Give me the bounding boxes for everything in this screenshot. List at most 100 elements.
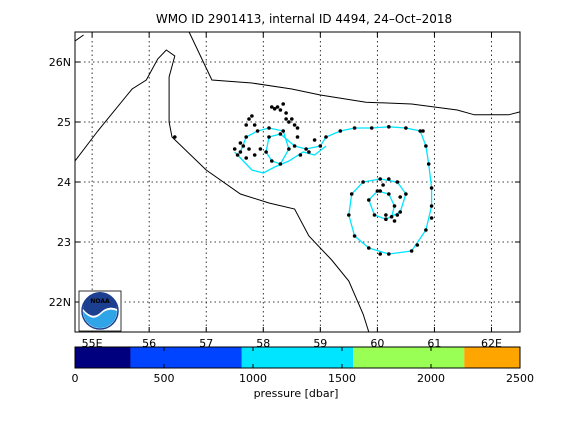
profile-point [270, 105, 274, 109]
profile-point [278, 108, 283, 112]
colorbar-tick-label: 500 [154, 372, 175, 385]
profile-point [381, 183, 385, 187]
coastline-segment [75, 49, 370, 332]
colorbar-band [353, 347, 465, 368]
y-tick-label: 22N [49, 296, 71, 309]
profile-point [235, 153, 240, 157]
track-line [234, 145, 327, 174]
colorbar-frame [74, 346, 521, 369]
profile-point [424, 144, 428, 148]
profile-point [281, 102, 286, 106]
profile-point [347, 213, 351, 217]
colorbar-tick-label: 1500 [328, 372, 356, 385]
colorbar-tick-label: 1000 [239, 372, 267, 385]
profile-point [384, 213, 388, 217]
profile-point [241, 144, 246, 148]
profile-point [392, 204, 397, 208]
profile-point [424, 228, 428, 232]
logo-top-half [83, 292, 117, 316]
profile-point [287, 120, 291, 124]
profile-point [387, 177, 391, 181]
profile-point [238, 141, 243, 145]
profile-point [387, 192, 391, 196]
profile-point [367, 246, 371, 250]
profile-point [421, 129, 425, 133]
profile-point [429, 216, 434, 220]
profile-point [238, 150, 243, 154]
profile-point [395, 180, 400, 184]
coastline-segment [188, 32, 520, 116]
profile-point [372, 213, 377, 217]
coastline-segment [75, 34, 84, 42]
noaa-logo: NOAA [78, 290, 122, 332]
colorbar: 0 500 1000 1500 2000 2500 [72, 346, 534, 385]
profile-point [338, 129, 343, 133]
profile-point [375, 189, 380, 193]
profile-point [404, 126, 408, 130]
colorbar-label: pressure [dbar] [254, 387, 339, 400]
profile-point [244, 156, 248, 160]
colorbar-tick-label: 2500 [506, 372, 534, 385]
logo-bottom-half [83, 309, 117, 328]
colorbar-tick-label: 0 [72, 372, 79, 385]
logo-text: NOAA [90, 298, 110, 305]
profile-point [318, 144, 323, 148]
profile-point [387, 252, 391, 256]
profile-point [398, 195, 403, 199]
profile-point [361, 180, 365, 184]
profile-point [304, 147, 308, 151]
profile-point [367, 198, 371, 202]
profile-point [272, 107, 277, 111]
profile-point [378, 177, 383, 181]
colorbar-band [464, 347, 520, 368]
profile-point [415, 243, 420, 247]
coastline [75, 32, 520, 332]
profile-point [284, 117, 288, 121]
profile-point [292, 144, 297, 148]
profile-point [429, 204, 434, 208]
profile-point [418, 129, 423, 133]
profile-point [232, 147, 237, 151]
profile-point [287, 147, 291, 151]
profile-point [250, 114, 254, 118]
profile-point [267, 126, 271, 130]
profile-point [378, 189, 383, 193]
profile-point [255, 129, 260, 133]
profile-point [295, 126, 300, 130]
profile-point [247, 147, 251, 151]
profile-point [252, 153, 257, 157]
profile-point [369, 126, 374, 130]
profile-point [281, 129, 286, 133]
y-tick-label: 24 [57, 176, 71, 189]
chart-title: WMO ID 2901413, internal ID 4494, 24–Oct… [156, 12, 452, 26]
y-tick-label: 26N [49, 56, 71, 69]
profile-point [290, 117, 294, 121]
profile-point [278, 162, 283, 166]
profile-point [244, 135, 248, 139]
profile-point [244, 123, 248, 127]
profile-point [426, 162, 431, 166]
profile-point [398, 210, 403, 214]
profile-point [284, 111, 288, 115]
profile-point [429, 186, 434, 190]
profile-point [275, 105, 280, 109]
colorbar-band [241, 347, 354, 368]
profile-point [173, 135, 177, 139]
profile-point [387, 125, 391, 129]
profile-point [258, 147, 263, 151]
profile-point [278, 132, 283, 136]
profile-point [392, 219, 397, 223]
profile-point [404, 192, 408, 196]
profile-point [395, 213, 400, 217]
y-tick-label: 23 [57, 236, 71, 249]
profile-point [349, 192, 354, 196]
profile-point [409, 249, 414, 253]
profile-point [352, 234, 357, 238]
profile-point [252, 123, 257, 127]
profile-point [312, 138, 317, 142]
profile-point [389, 215, 394, 219]
profile-point [267, 135, 271, 139]
